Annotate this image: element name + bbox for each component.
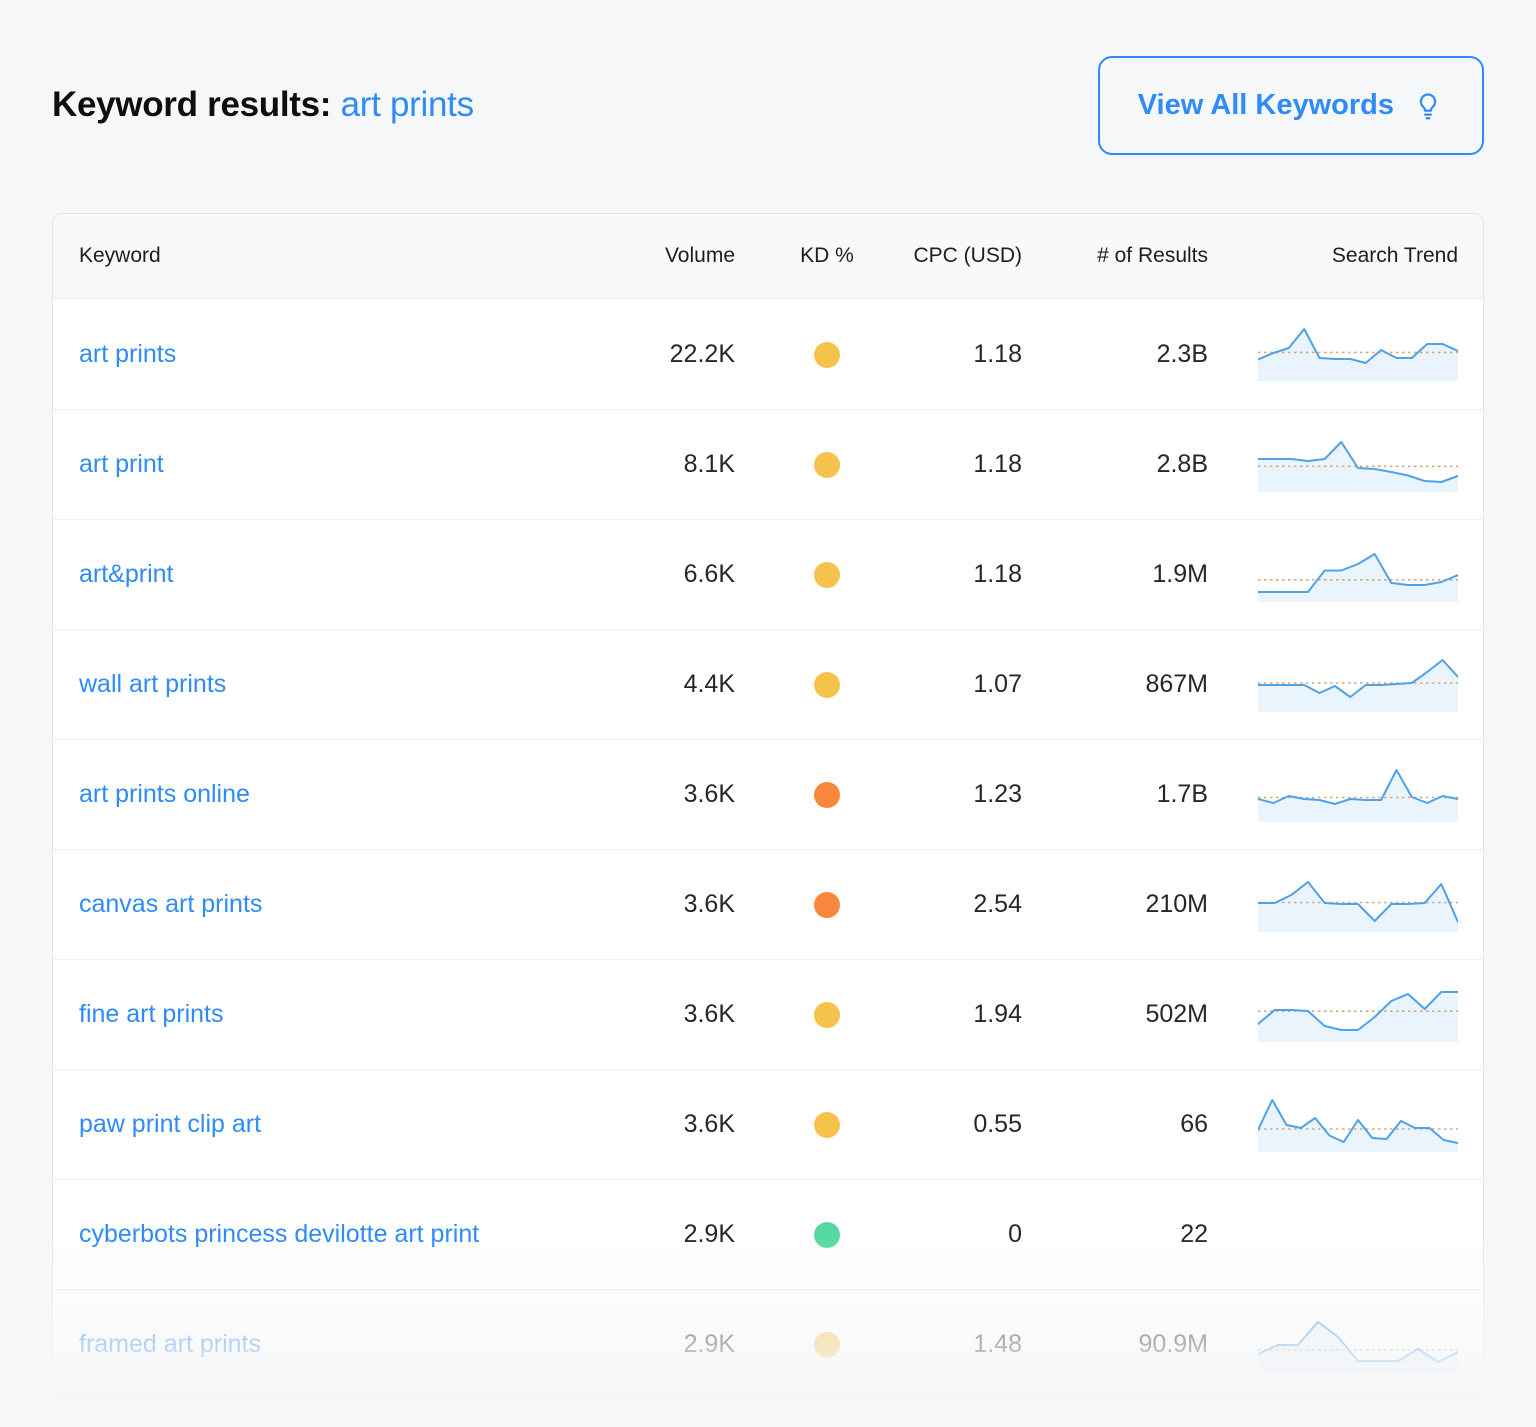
kd-difficulty-dot [814,341,840,368]
kd-cell [757,1330,897,1359]
cpc-value: 1.18 [973,450,1022,478]
num-results-value: 2.8B [1156,450,1208,478]
search-trend-sparkline [1233,323,1483,385]
kd-cell [757,1000,897,1029]
keyword-link[interactable]: art print [79,450,164,478]
table-row: cyberbots princess devilotte art print 2.… [53,1179,1483,1289]
kd-cell [757,450,897,479]
num-results-value: 22 [1180,1220,1208,1248]
search-trend-sparkline [1233,984,1483,1046]
volume-value: 3.6K [683,890,735,918]
keyword-link[interactable]: fine art prints [79,1000,224,1028]
kd-difficulty-dot [814,782,840,809]
keyword-link[interactable]: art&print [79,560,174,588]
keyword-link[interactable]: canvas art prints [79,890,263,918]
num-results-value: 2.3B [1156,339,1208,368]
kd-difficulty-dot [814,1002,840,1029]
table-row: art prints 22.2K 1.18 2.3B [53,299,1483,409]
view-all-keywords-button[interactable]: View All Keywords [1097,55,1484,155]
kd-difficulty-dot [814,892,840,919]
keyword-link[interactable]: paw print clip art [79,1110,262,1138]
cpc-value: 1.94 [973,1000,1022,1028]
keyword-link[interactable]: framed art prints [79,1330,262,1358]
table-row: wall art prints 4.4K 1.07 867M [53,629,1483,739]
view-all-keywords-label: View All Keywords [1137,88,1394,121]
search-trend-sparkline [1233,1314,1483,1376]
kd-difficulty-dot [814,452,840,479]
lightbulb-icon [1412,89,1444,121]
num-results-value: 210M [1145,890,1208,918]
volume-value: 6.6K [683,560,735,588]
kd-difficulty-dot [814,1332,840,1359]
cpc-value: 1.48 [973,1330,1022,1358]
column-header-volume[interactable]: Volume [664,244,735,267]
kd-cell [757,890,897,919]
keyword-results-table: Keyword Volume KD % CPC (USD) # of Resul… [52,213,1484,1400]
table-row: art prints online 3.6K 1.23 1.7B [53,739,1483,849]
cpc-value: 1.18 [973,560,1022,588]
table-row: canvas art prints 3.6K 2.54 210M [53,849,1483,959]
search-trend-sparkline [1233,654,1483,716]
header-bar: Keyword results: art prints View All Key… [52,0,1484,155]
column-header-search-trend[interactable]: Search Trend [1331,244,1458,267]
table-row: paw print clip art 3.6K 0.55 66 [53,1069,1483,1179]
keyword-link[interactable]: art prints [79,339,177,368]
search-trend-sparkline [1233,1094,1483,1156]
kd-cell [757,560,897,589]
num-results-value: 867M [1145,670,1208,698]
page-title-query: art prints [340,85,474,124]
table-row: framed art prints 2.9K 1.48 90.9M [53,1289,1483,1399]
keyword-link[interactable]: art prints online [79,780,250,808]
kd-difficulty-dot [814,562,840,589]
table-row: fine art prints 3.6K 1.94 502M [53,959,1483,1069]
table-row: art&print 6.6K 1.18 1.9M [53,519,1483,629]
kd-difficulty-dot [814,672,840,699]
num-results-value: 90.9M [1138,1330,1208,1358]
column-header-cpc-usd[interactable]: CPC (USD) [913,244,1023,267]
kd-difficulty-dot [814,1222,840,1249]
cpc-value: 0.55 [973,1110,1022,1138]
volume-value: 3.6K [683,780,735,808]
num-results-value: 1.9M [1152,560,1208,588]
volume-value: 4.4K [683,670,735,698]
cpc-value: 0 [1008,1220,1022,1248]
kd-cell [757,340,897,369]
kd-cell [757,780,897,809]
column-header-keyword[interactable]: Keyword [79,244,161,267]
kd-cell [757,1220,897,1249]
table-row: art print 8.1K 1.18 2.8B [53,409,1483,519]
column-header-num-results[interactable]: # of Results [1097,244,1208,267]
keyword-link[interactable]: cyberbots princess devilotte art print [79,1220,480,1248]
table-body: art prints 22.2K 1.18 2.3B art print 8.1K 1.18… [53,299,1483,1399]
volume-value: 3.6K [683,1000,735,1028]
num-results-value: 502M [1145,1000,1208,1028]
num-results-value: 66 [1180,1110,1208,1138]
page-title-prefix: Keyword results: [52,85,332,124]
volume-value: 2.9K [683,1330,735,1358]
cpc-value: 1.23 [973,780,1022,808]
kd-difficulty-dot [814,1112,840,1139]
column-header-kd-percent[interactable]: KD % [800,244,854,267]
num-results-value: 1.7B [1156,780,1208,808]
cpc-value: 1.18 [973,339,1022,368]
search-trend-sparkline [1233,874,1483,936]
search-trend-sparkline [1233,434,1483,496]
volume-value: 22.2K [669,339,735,368]
search-trend-sparkline [1233,544,1483,606]
volume-value: 2.9K [683,1220,735,1248]
cpc-value: 1.07 [973,670,1022,698]
kd-cell [757,670,897,699]
table-header-row: Keyword Volume KD % CPC (USD) # of Resul… [53,214,1483,299]
page-title: Keyword results: art prints [52,85,474,125]
volume-value: 8.1K [683,450,735,478]
keyword-link[interactable]: wall art prints [79,670,227,698]
volume-value: 3.6K [683,1110,735,1138]
cpc-value: 2.54 [973,890,1022,918]
search-trend-sparkline [1233,764,1483,826]
kd-cell [757,1110,897,1139]
